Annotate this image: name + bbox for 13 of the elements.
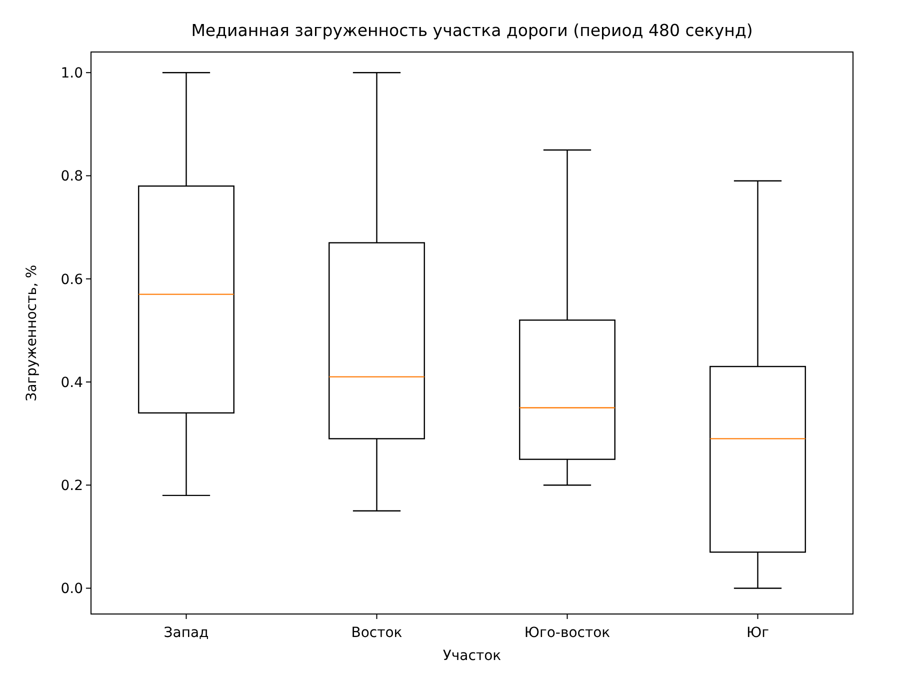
- x-tick-label: Восток: [351, 625, 402, 641]
- x-tick-label: Юго-восток: [524, 625, 610, 641]
- y-tick-label: 0.6: [60, 272, 84, 288]
- chart-title: Медианная загруженность участка дороги (период 480 секунд): [191, 21, 753, 40]
- y-tick-label: 1.0: [60, 66, 83, 82]
- y-tick-label: 0.8: [60, 168, 83, 185]
- x-axis-title: Участок: [442, 648, 502, 664]
- y-tick-label: 0.0: [60, 581, 83, 598]
- x-tick-label: Запад: [164, 625, 209, 641]
- y-tick-label: 0.2: [60, 478, 83, 494]
- y-axis-title: Загруженность, %: [24, 264, 40, 402]
- y-tick-label: 0.4: [60, 374, 84, 391]
- x-tick-label: Юг: [746, 625, 769, 641]
